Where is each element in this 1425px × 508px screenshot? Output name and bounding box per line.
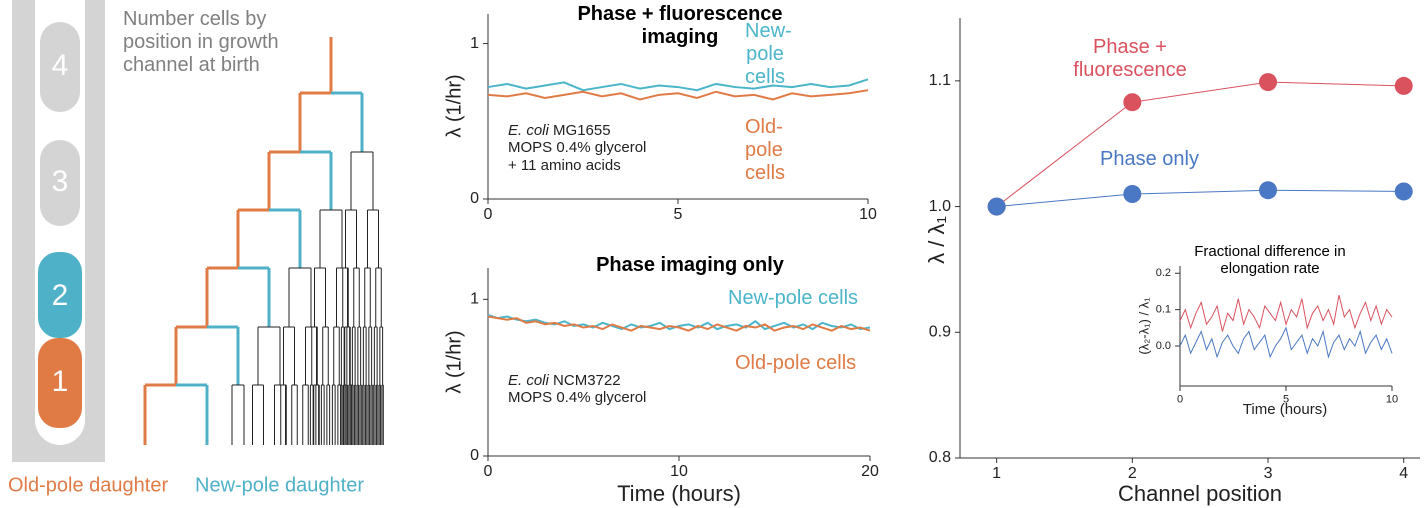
cell [40,22,80,112]
series-label: Old-pole cells [745,116,786,184]
y-tick-label: 1 [470,291,479,308]
cell-label: 1 [52,365,69,398]
y-tick-label: 0 [470,447,479,464]
species: E. coli [508,122,549,139]
series-line [996,81,1404,207]
species: E. coli [508,372,549,389]
x-tick-label: 0 [1177,393,1183,405]
x-axis-label: Time (hours) [617,481,741,506]
y-tick-label: 1 [470,35,479,52]
medium: + 11 amino acids [508,156,621,174]
series-line [487,89,869,101]
point [1123,93,1142,112]
cell [40,140,80,226]
x-tick-label: 0 [484,463,493,480]
y-axis-label: λ / λ₁ [924,216,949,264]
cell [38,338,82,428]
annotation: E. coli NCM3722 MOPS 0.4% glycerol [508,372,646,407]
x-tick-label: 20 [861,463,879,480]
point [1259,181,1278,200]
x-tick-label: 2 [1128,465,1137,482]
series-line [487,315,871,332]
y-axis-label: (λ₂-λ₁) / λ₁ [1136,297,1151,355]
diagram-note: Number cells by position in growth chann… [123,8,279,76]
series-line [487,78,869,92]
series-label: Old-pole cells [735,352,857,374]
x-tick-label: 4 [1399,465,1408,482]
series-line [996,189,1404,208]
point [1394,76,1413,95]
x-tick-label: 5 [1283,393,1289,405]
cell-label: 2 [52,279,69,312]
y-tick-label: 0.2 [1156,267,1171,279]
y-tick-label: 0.1 [1156,304,1171,316]
cell [38,252,82,338]
x-tick-label: 0 [484,206,493,223]
point [987,197,1006,216]
x-tick-label: 10 [1386,393,1398,405]
series-line [1179,294,1393,332]
point [1394,182,1413,201]
cell-label: 4 [52,49,69,82]
y-tick-label: 0.8 [929,449,951,466]
legend-old-pole: Old-pole daughter [8,474,168,496]
point [1259,73,1278,92]
strain: NCM3722 [553,372,621,389]
x-tick-label: 1 [992,465,1001,482]
y-axis-label: λ (1/hr) [443,330,465,393]
annotation: E. coli MG1655 MOPS 0.4% glycerol + 11 ami… [508,122,646,174]
x-tick-label: 5 [674,206,683,223]
medium: MOPS 0.4% glycerol [508,139,647,157]
series-label: Phase + fluorescence [1073,36,1187,81]
series-label: New-pole cells [745,20,792,88]
x-axis-label: Time (hours) [1243,401,1327,418]
medium: MOPS 0.4% glycerol [508,389,647,407]
chart-title: Phase + fluorescence imaging [577,3,783,48]
strain: MG1655 [553,122,611,139]
x-axis-label: Channel position [1118,481,1282,506]
legend-new-pole: New-pole daughter [195,474,364,496]
y-tick-label: 0.0 [1156,340,1171,352]
y-tick-label: 0.9 [929,324,951,341]
y-tick-label: 0 [470,190,479,207]
y-axis-label: λ (1/hr) [443,74,465,137]
series-label: Phase only [1100,148,1199,170]
chart-title: Phase imaging only [596,254,784,276]
point [1123,185,1142,203]
y-tick-label: 1.0 [929,198,951,215]
series-label: New-pole cells [728,287,859,309]
chart-title: Fractional difference in elongation rate [1194,243,1346,278]
series-line [1179,326,1393,359]
x-tick-label: 10 [670,463,688,480]
x-tick-label: 3 [1264,465,1273,482]
cell-label: 3 [52,165,69,198]
y-tick-label: 1.1 [929,72,951,89]
x-tick-label: 10 [859,206,877,223]
